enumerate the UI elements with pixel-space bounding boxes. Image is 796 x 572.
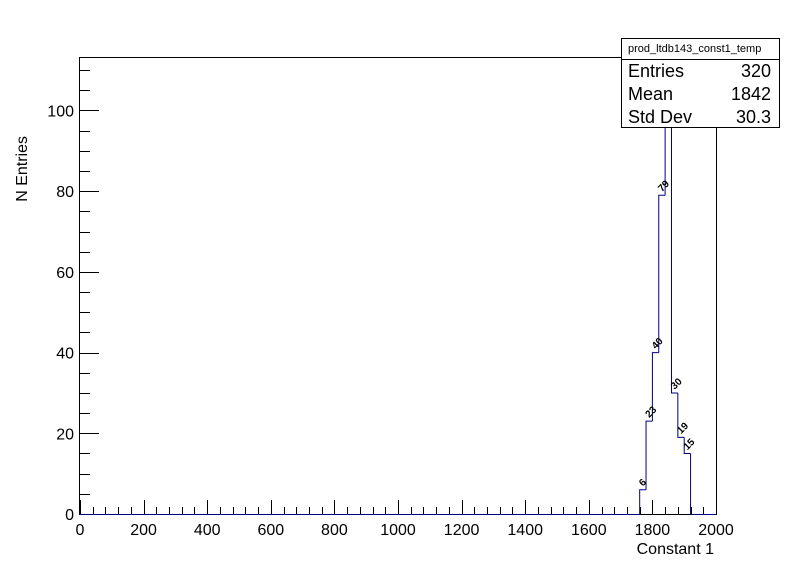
stats-row-mean: Mean 1842 — [622, 83, 779, 106]
stats-box: prod_ltdb143_const1_temp Entries 320 Mea… — [621, 38, 780, 128]
bin-value-label: 79 — [656, 178, 672, 194]
stats-row-entries: Entries 320 — [622, 60, 779, 83]
x-tick-label: 2000 — [698, 522, 734, 539]
x-tick-label: 200 — [130, 522, 157, 539]
histogram-bin — [639, 489, 647, 514]
histogram-bin — [651, 352, 659, 422]
y-tick-label: 80 — [56, 184, 74, 201]
stats-stddev-value: 30.3 — [735, 107, 771, 127]
bin-value-label: 40 — [650, 336, 666, 352]
stats-mean-value: 1842 — [730, 84, 771, 104]
stats-stddev-key: Std Dev — [628, 107, 693, 127]
x-tick-label: 1400 — [507, 522, 543, 539]
x-tick-label: 0 — [76, 522, 85, 539]
stats-entries-value: 320 — [740, 61, 771, 81]
y-tick-label: 20 — [56, 426, 74, 443]
histogram-bin — [683, 437, 691, 454]
y-tick-label: 0 — [65, 507, 74, 524]
x-tick-label: 1200 — [444, 522, 480, 539]
x-axis-label: Constant 1 — [637, 541, 714, 558]
x-tick-label: 800 — [321, 522, 348, 539]
x-tick-label: 1800 — [635, 522, 671, 539]
histogram-bin — [658, 194, 666, 353]
stats-title: prod_ltdb143_const1_temp — [622, 39, 779, 60]
bin-value-label: 23 — [644, 404, 660, 420]
y-tick-label: 40 — [56, 346, 74, 363]
x-tick-label: 400 — [194, 522, 221, 539]
stats-entries-key: Entries — [628, 61, 685, 81]
stats-mean-key: Mean — [628, 84, 674, 104]
y-tick-label: 100 — [47, 103, 74, 120]
y-tick-label: 60 — [56, 265, 74, 282]
histogram-bin — [670, 78, 678, 394]
bin-value-label: 6 — [637, 477, 649, 489]
x-tick-label: 1600 — [571, 522, 607, 539]
histogram-bin — [677, 392, 685, 438]
x-tick-label: 1000 — [380, 522, 416, 539]
stats-row-stddev: Std Dev 30.3 — [622, 106, 779, 129]
histogram-bin — [645, 420, 653, 490]
x-tick-label: 600 — [257, 522, 284, 539]
y-axis-label: N Entries — [14, 136, 31, 202]
